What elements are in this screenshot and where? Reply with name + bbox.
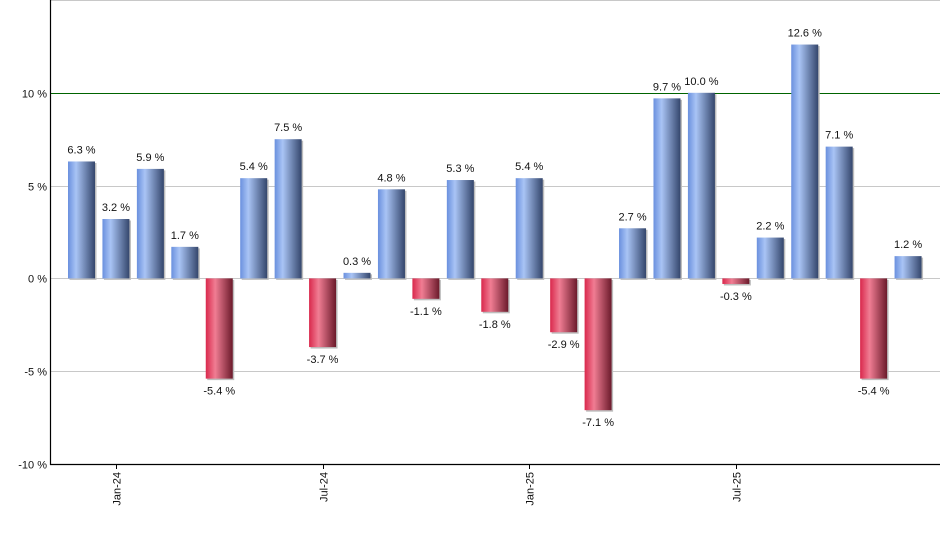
bar	[205, 278, 233, 379]
y-tick-label: -10 %	[18, 460, 47, 472]
x-tick-label: Jul-24	[319, 472, 331, 502]
x-tick-label: Jul-25	[732, 472, 744, 502]
data-label: 10.0 %	[684, 76, 718, 88]
data-label: -0.3 %	[720, 291, 752, 303]
bar	[412, 278, 440, 299]
data-label: 5.4 %	[240, 161, 268, 173]
x-tick-label: Jan-25	[525, 472, 537, 506]
bar	[791, 44, 819, 279]
bar	[550, 278, 578, 333]
data-label: 3.2 %	[102, 202, 130, 214]
data-label: 4.8 %	[377, 172, 405, 184]
bar	[343, 272, 371, 279]
data-label: -3.7 %	[307, 354, 339, 366]
data-label: 12.6 %	[788, 28, 822, 40]
axes: -10 % -5 % 0 % 5 % 10 % Jan-24 Jul-24 Jan-25 Jul…	[18, 0, 940, 506]
y-tick-label: 5 %	[28, 182, 47, 194]
bar	[584, 278, 612, 411]
data-label: -5.4 %	[203, 386, 235, 398]
x-tick-label: Jan-24	[112, 472, 124, 506]
data-label: 2.7 %	[618, 211, 646, 223]
bar	[171, 246, 199, 279]
bar	[687, 92, 715, 279]
data-label: 9.7 %	[653, 81, 681, 93]
data-label: 5.4 %	[515, 161, 543, 173]
y-tick-label: 10 %	[22, 89, 47, 101]
bar	[653, 98, 681, 279]
data-label: 7.1 %	[825, 130, 853, 142]
bar	[377, 189, 405, 279]
data-label: -1.8 %	[479, 319, 511, 331]
y-tick-label: 0 %	[28, 274, 47, 286]
bar	[722, 278, 750, 284]
data-labels: 6.3 % 3.2 % 5.9 % 1.7 % -5.4 % 5.4 % 7.5 % -3.7…	[67, 28, 922, 430]
data-label: 5.3 %	[446, 163, 474, 175]
bar	[756, 237, 784, 279]
bar	[136, 168, 164, 279]
data-label: 0.3 %	[343, 256, 371, 268]
data-label: 1.7 %	[171, 230, 199, 242]
data-label: 1.2 %	[894, 239, 922, 251]
data-label: -2.9 %	[548, 339, 580, 351]
bar	[619, 228, 647, 279]
bar	[446, 180, 474, 279]
data-label: -7.1 %	[582, 417, 614, 429]
data-label: 5.9 %	[136, 152, 164, 164]
bar	[240, 178, 268, 279]
bar	[481, 278, 509, 312]
data-label: -5.4 %	[858, 386, 890, 398]
data-label: 6.3 %	[67, 144, 95, 156]
data-label: -1.1 %	[410, 306, 442, 318]
bar	[102, 219, 130, 279]
data-label: 7.5 %	[274, 122, 302, 134]
bar	[68, 161, 95, 279]
bar	[515, 178, 543, 279]
bar	[894, 256, 922, 279]
bar	[825, 146, 853, 279]
bar	[309, 278, 337, 348]
bars	[68, 44, 924, 412]
bar	[274, 139, 302, 279]
data-label: 2.2 %	[756, 221, 784, 233]
bar	[860, 278, 888, 379]
y-tick-label: -5 %	[24, 367, 47, 379]
